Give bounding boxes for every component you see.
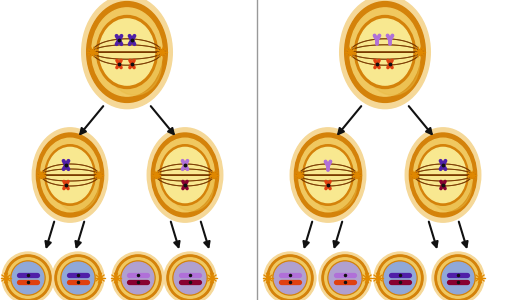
Ellipse shape	[108, 33, 161, 95]
Ellipse shape	[354, 15, 416, 89]
Circle shape	[441, 261, 475, 295]
Ellipse shape	[41, 138, 99, 212]
Ellipse shape	[427, 159, 472, 211]
Circle shape	[170, 258, 210, 298]
Ellipse shape	[338, 274, 360, 293]
Ellipse shape	[99, 19, 155, 85]
Ellipse shape	[152, 133, 218, 217]
Circle shape	[438, 258, 478, 298]
Circle shape	[442, 262, 474, 294]
Circle shape	[2, 252, 54, 300]
Ellipse shape	[420, 147, 466, 203]
Ellipse shape	[357, 19, 413, 85]
Circle shape	[267, 255, 313, 300]
Ellipse shape	[169, 159, 214, 211]
Circle shape	[329, 262, 361, 294]
Ellipse shape	[82, 0, 172, 109]
Circle shape	[55, 255, 101, 300]
Circle shape	[118, 258, 158, 298]
Circle shape	[167, 255, 213, 300]
Circle shape	[432, 252, 484, 300]
Ellipse shape	[96, 15, 158, 89]
Circle shape	[12, 262, 44, 294]
Ellipse shape	[302, 144, 354, 206]
Ellipse shape	[417, 144, 469, 206]
Ellipse shape	[340, 0, 430, 109]
Circle shape	[112, 252, 164, 300]
Ellipse shape	[295, 133, 362, 217]
Ellipse shape	[132, 274, 153, 293]
Ellipse shape	[156, 138, 214, 212]
Circle shape	[58, 258, 98, 298]
Ellipse shape	[283, 274, 305, 293]
Circle shape	[121, 261, 155, 295]
Ellipse shape	[183, 274, 206, 293]
Circle shape	[164, 252, 216, 300]
Ellipse shape	[366, 33, 419, 95]
Circle shape	[435, 255, 481, 300]
Circle shape	[11, 261, 45, 295]
Circle shape	[174, 262, 206, 294]
Circle shape	[173, 261, 207, 295]
Circle shape	[325, 258, 365, 298]
Circle shape	[319, 252, 371, 300]
Circle shape	[322, 255, 368, 300]
Circle shape	[384, 262, 416, 294]
Circle shape	[52, 252, 104, 300]
Ellipse shape	[147, 128, 223, 222]
Ellipse shape	[22, 274, 43, 293]
Circle shape	[274, 262, 306, 294]
Circle shape	[5, 255, 51, 300]
Ellipse shape	[91, 8, 162, 96]
Ellipse shape	[393, 274, 415, 293]
Ellipse shape	[409, 133, 476, 217]
Ellipse shape	[414, 138, 472, 212]
Ellipse shape	[162, 147, 208, 203]
Circle shape	[383, 261, 417, 295]
Circle shape	[115, 255, 161, 300]
Circle shape	[62, 262, 94, 294]
Ellipse shape	[305, 147, 351, 203]
Ellipse shape	[451, 274, 473, 293]
Ellipse shape	[405, 128, 481, 222]
Ellipse shape	[36, 133, 104, 217]
Ellipse shape	[350, 8, 420, 96]
Ellipse shape	[299, 138, 357, 212]
Ellipse shape	[159, 144, 211, 206]
Circle shape	[328, 261, 362, 295]
Circle shape	[377, 255, 423, 300]
Circle shape	[61, 261, 95, 295]
Circle shape	[264, 252, 316, 300]
Circle shape	[8, 258, 48, 298]
Ellipse shape	[47, 147, 93, 203]
Ellipse shape	[32, 128, 108, 222]
Ellipse shape	[290, 128, 366, 222]
Circle shape	[380, 258, 420, 298]
Circle shape	[122, 262, 154, 294]
Ellipse shape	[312, 159, 357, 211]
Ellipse shape	[44, 144, 96, 206]
Circle shape	[273, 261, 307, 295]
Ellipse shape	[345, 2, 425, 102]
Circle shape	[374, 252, 426, 300]
Circle shape	[270, 258, 310, 298]
Ellipse shape	[71, 274, 94, 293]
Ellipse shape	[87, 2, 168, 102]
Ellipse shape	[54, 159, 99, 211]
